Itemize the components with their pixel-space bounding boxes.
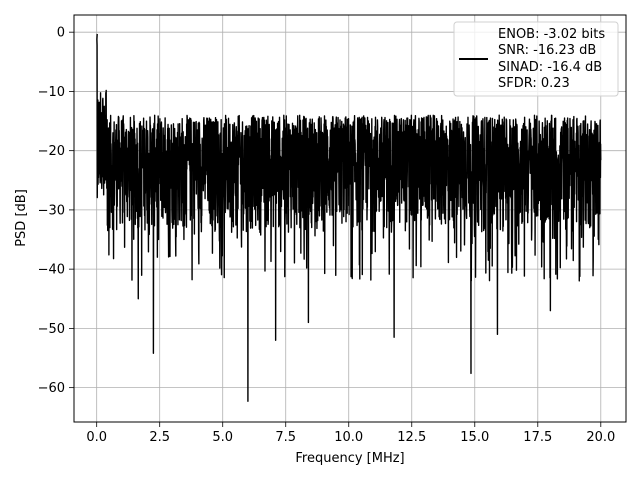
y-tick-label: −50: [38, 322, 65, 337]
y-tick-label: −60: [38, 381, 65, 396]
x-tick-label: 10.0: [334, 430, 363, 445]
x-axis-label: Frequency [MHz]: [295, 451, 404, 466]
legend: ENOB: -3.02 bits SNR: -16.23 dB SINAD: -…: [453, 21, 619, 97]
plot-area: [96, 33, 602, 402]
legend-box: [453, 21, 619, 97]
y-axis-ticks: 0 −10 −20 −30 −40 −50 −60: [38, 26, 74, 396]
x-tick-label: 7.5: [275, 430, 296, 445]
y-tick-label: −40: [38, 263, 65, 278]
y-tick-label: −30: [38, 203, 65, 218]
axes-frame: [73, 14, 627, 423]
x-tick-label: 2.5: [149, 430, 170, 445]
psd-series-line: [96, 33, 602, 402]
x-tick-label: 20.0: [586, 430, 615, 445]
legend-entry-snr: SNR: -16.23 dB: [498, 43, 596, 58]
y-tick-label: 0: [57, 26, 65, 41]
y-tick-label: −20: [38, 144, 65, 159]
legend-entry-sinad: SINAD: -16.4 dB: [498, 60, 602, 75]
x-axis-ticks: 0.0 2.5 5.0 7.5 10.0 12.5 15.0 17.5 20.0: [86, 422, 615, 445]
legend-entry-enob: ENOB: -3.02 bits: [498, 27, 605, 42]
x-tick-label: 12.5: [397, 430, 426, 445]
x-tick-label: 5.0: [212, 430, 233, 445]
x-tick-label: 15.0: [460, 430, 489, 445]
legend-entry-sfdr: SFDR: 0.23: [498, 76, 570, 91]
x-tick-label: 0.0: [86, 430, 107, 445]
y-tick-label: −10: [38, 85, 65, 100]
y-axis-label: PSD [dB]: [14, 189, 29, 247]
x-tick-label: 17.5: [523, 430, 552, 445]
